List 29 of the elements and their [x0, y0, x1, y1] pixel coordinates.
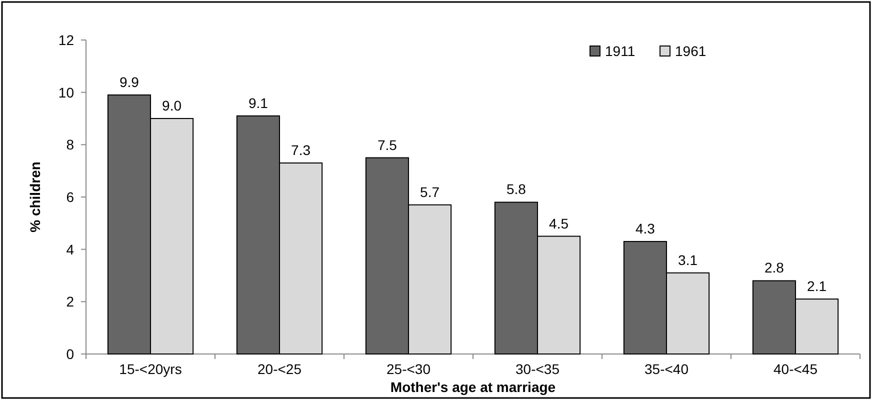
data-label: 5.7	[420, 184, 440, 200]
data-label: 9.0	[162, 98, 182, 114]
y-tick-label: 2	[66, 294, 74, 310]
y-tick-label: 12	[58, 32, 74, 48]
data-label: 4.3	[635, 220, 656, 236]
data-label: 7.3	[291, 142, 311, 158]
data-label: 3.1	[678, 252, 698, 268]
y-tick-label: 6	[66, 189, 74, 205]
x-tick-label: 20-<25	[258, 361, 302, 377]
y-tick-label: 8	[66, 136, 74, 153]
x-tick-label: 35-<40	[644, 361, 689, 377]
y-axis-title: % children	[27, 162, 43, 232]
y-tick-label: 10	[58, 84, 74, 100]
y-tick-label: 4	[66, 241, 74, 258]
x-axis-title: Mother's age at marriage	[390, 379, 556, 395]
data-label: 9.9	[119, 74, 140, 90]
data-label: 5.8	[506, 181, 526, 198]
legend-label: 1911	[605, 43, 636, 59]
data-label: 9.1	[248, 94, 268, 111]
data-label: 4.5	[549, 215, 569, 232]
x-tick-label: 15-<20yrs	[119, 361, 182, 377]
x-tick-label: 40-<45	[774, 361, 818, 377]
x-tick-label: 25-<30	[386, 361, 431, 377]
x-tick-label: 30-<35	[516, 361, 560, 377]
data-label: 7.5	[377, 136, 398, 153]
legend-label: 1961	[675, 43, 706, 59]
data-label: 2.8	[764, 260, 784, 276]
y-tick-label: 0	[66, 346, 74, 362]
data-label: 2.1	[807, 278, 827, 294]
